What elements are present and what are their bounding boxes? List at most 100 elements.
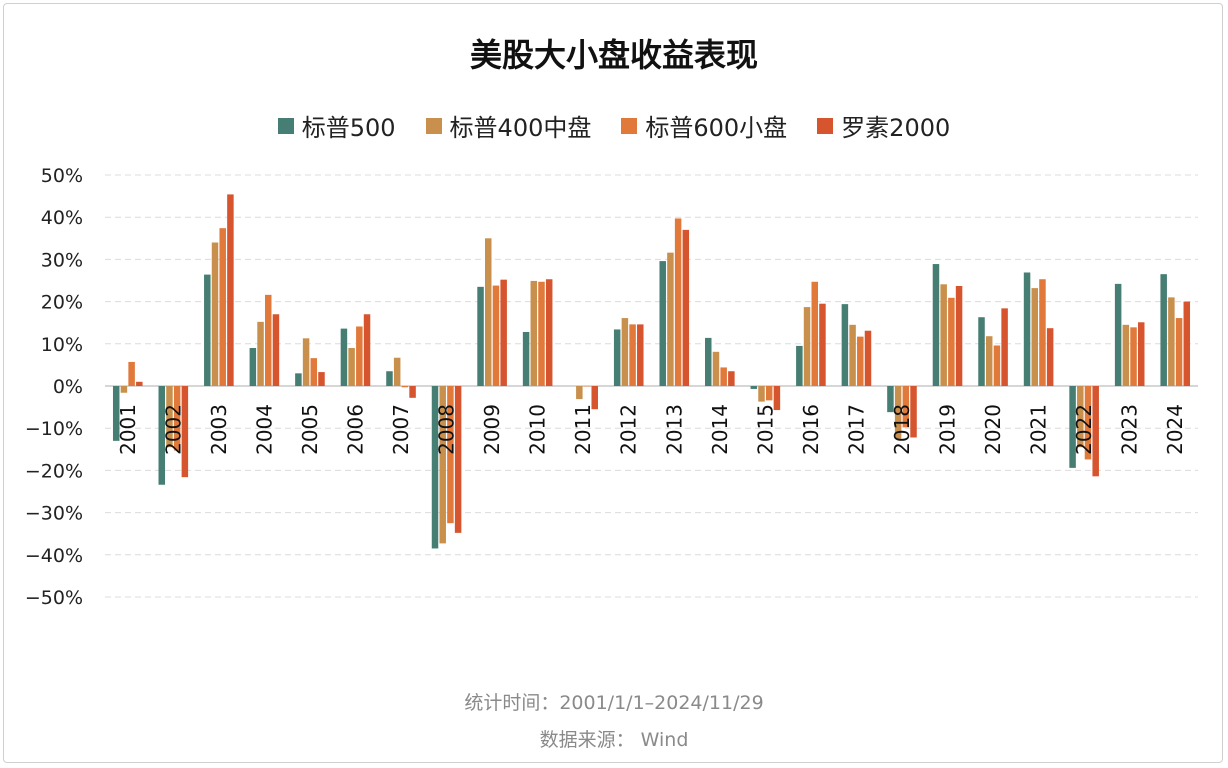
bar-2013-s0 bbox=[659, 261, 666, 386]
bar-2001-s1 bbox=[120, 386, 128, 393]
x-tick-label: 2018 bbox=[890, 404, 914, 455]
bar-2019-s0 bbox=[932, 264, 940, 386]
legend-swatch-sp400 bbox=[425, 117, 442, 134]
x-tick-label: 2004 bbox=[252, 404, 276, 455]
x-tick-label: 2023 bbox=[1118, 404, 1142, 455]
bar-2023-s0 bbox=[1114, 283, 1122, 386]
bar-2018-s1 bbox=[894, 386, 902, 439]
legend-label-sp500: 标普500 bbox=[301, 114, 396, 142]
bar-2004-s0 bbox=[249, 348, 257, 386]
bar-2019-s3 bbox=[955, 285, 963, 386]
bar-2011-s3 bbox=[591, 386, 598, 410]
bar-2003-s3 bbox=[227, 194, 234, 386]
bar-2020-s3 bbox=[1001, 308, 1008, 386]
bar-2002-s2 bbox=[173, 386, 181, 451]
bar-2020-s1 bbox=[985, 336, 993, 386]
x-tick-label: 2016 bbox=[799, 404, 823, 455]
bar-2006-s3 bbox=[363, 314, 371, 386]
bar-2018-s2 bbox=[902, 386, 910, 428]
bar-2022-s1 bbox=[1077, 386, 1084, 448]
chart-title: 美股大小盘收益表现 bbox=[469, 36, 758, 74]
bar-2011-s1 bbox=[576, 386, 583, 400]
legend-label-sp600: 标普600小盘 bbox=[645, 114, 788, 142]
bar-2010-s3 bbox=[545, 279, 553, 386]
bar-2022-s2 bbox=[1084, 386, 1092, 460]
bar-2001-s0 bbox=[112, 386, 120, 441]
bar-2021-s0 bbox=[1023, 272, 1031, 386]
legend-item-sp400: 标普400中盘 bbox=[425, 108, 591, 143]
bar-2015-s3 bbox=[773, 386, 781, 411]
bar-2012-s0 bbox=[613, 329, 621, 386]
footer-source: 数据来源： Wind bbox=[539, 729, 689, 751]
y-tick-label: 40% bbox=[41, 207, 83, 229]
bar-2014-s3 bbox=[728, 371, 735, 386]
legend-swatch-r2000 bbox=[817, 117, 834, 134]
y-tick-label: −20% bbox=[25, 460, 83, 482]
bar-2007-s1 bbox=[393, 357, 401, 386]
bar-2008-s3 bbox=[454, 386, 462, 533]
legend-swatch-sp500 bbox=[277, 117, 294, 134]
x-tick-label: 2008 bbox=[435, 404, 459, 455]
bar-2003-s2 bbox=[219, 228, 226, 386]
x-tick-label: 2011 bbox=[571, 404, 595, 455]
bar-2017-s1 bbox=[849, 324, 856, 386]
bar-2009-s3 bbox=[500, 279, 507, 386]
bar-2016-s1 bbox=[803, 307, 811, 386]
y-tick-label: 0% bbox=[53, 376, 83, 398]
bar-2002-s0 bbox=[158, 386, 166, 485]
bar-2017-s0 bbox=[841, 304, 849, 386]
bar-2019-s2 bbox=[948, 297, 955, 386]
x-tick-label: 2001 bbox=[116, 404, 140, 455]
x-tick-label: 2019 bbox=[936, 404, 960, 455]
bar-2006-s0 bbox=[340, 328, 348, 386]
bar-2021-s2 bbox=[1039, 279, 1046, 386]
x-tick-label: 2009 bbox=[480, 404, 504, 455]
y-tick-label: −40% bbox=[25, 545, 83, 567]
bar-2013-s3 bbox=[682, 229, 690, 386]
x-tick-label: 2012 bbox=[617, 404, 641, 455]
bar-2023-s2 bbox=[1130, 327, 1137, 386]
bar-2007-s2 bbox=[401, 386, 409, 388]
x-tick-label: 2020 bbox=[981, 404, 1005, 455]
bar-2016-s3 bbox=[819, 303, 826, 386]
bar-2007-s0 bbox=[386, 371, 393, 386]
bar-2008-s2 bbox=[447, 386, 454, 524]
bar-2017-s3 bbox=[864, 330, 872, 386]
bar-2004-s2 bbox=[264, 294, 272, 386]
bar-2010-s2 bbox=[538, 281, 545, 386]
bar-2018-s3 bbox=[910, 386, 917, 438]
bar-2022-s3 bbox=[1092, 386, 1099, 477]
x-tick-label: 2002 bbox=[161, 404, 185, 455]
bar-2023-s1 bbox=[1122, 324, 1130, 386]
bar-2005-s3 bbox=[318, 372, 325, 386]
footer-period: 统计时间：2001/1/1–2024/11/29 bbox=[464, 692, 764, 714]
bar-2012-s2 bbox=[629, 324, 636, 386]
x-tick-label: 2015 bbox=[753, 404, 777, 455]
bar-2020-s2 bbox=[993, 345, 1001, 386]
x-tick-label: 2014 bbox=[708, 404, 732, 455]
bar-2017-s2 bbox=[857, 336, 864, 386]
bar-2003-s0 bbox=[204, 274, 211, 386]
bar-2012-s1 bbox=[621, 318, 629, 386]
bar-2014-s0 bbox=[705, 337, 712, 386]
x-tick-label: 2024 bbox=[1163, 404, 1187, 455]
bar-2015-s1 bbox=[758, 386, 765, 402]
bar-2008-s0 bbox=[431, 386, 439, 549]
legend-label-r2000: 罗素2000 bbox=[841, 114, 951, 142]
bar-2003-s1 bbox=[211, 242, 219, 386]
x-tick-label: 2017 bbox=[844, 404, 868, 455]
legend-item-sp600: 标普600小盘 bbox=[621, 108, 787, 143]
bar-2006-s2 bbox=[356, 326, 363, 386]
bar-2024-s1 bbox=[1168, 297, 1175, 386]
bar-2024-s0 bbox=[1160, 274, 1167, 386]
y-tick-label: −50% bbox=[25, 587, 83, 609]
bar-2024-s3 bbox=[1183, 301, 1191, 386]
x-tick-label: 2007 bbox=[389, 404, 413, 455]
bar-2005-s0 bbox=[295, 373, 302, 386]
bar-2004-s1 bbox=[257, 321, 264, 386]
bar-2005-s1 bbox=[302, 338, 310, 386]
bar-2014-s2 bbox=[720, 367, 727, 386]
bar-2010-s0 bbox=[522, 331, 530, 386]
legend-item-sp500: 标普500 bbox=[277, 108, 396, 143]
